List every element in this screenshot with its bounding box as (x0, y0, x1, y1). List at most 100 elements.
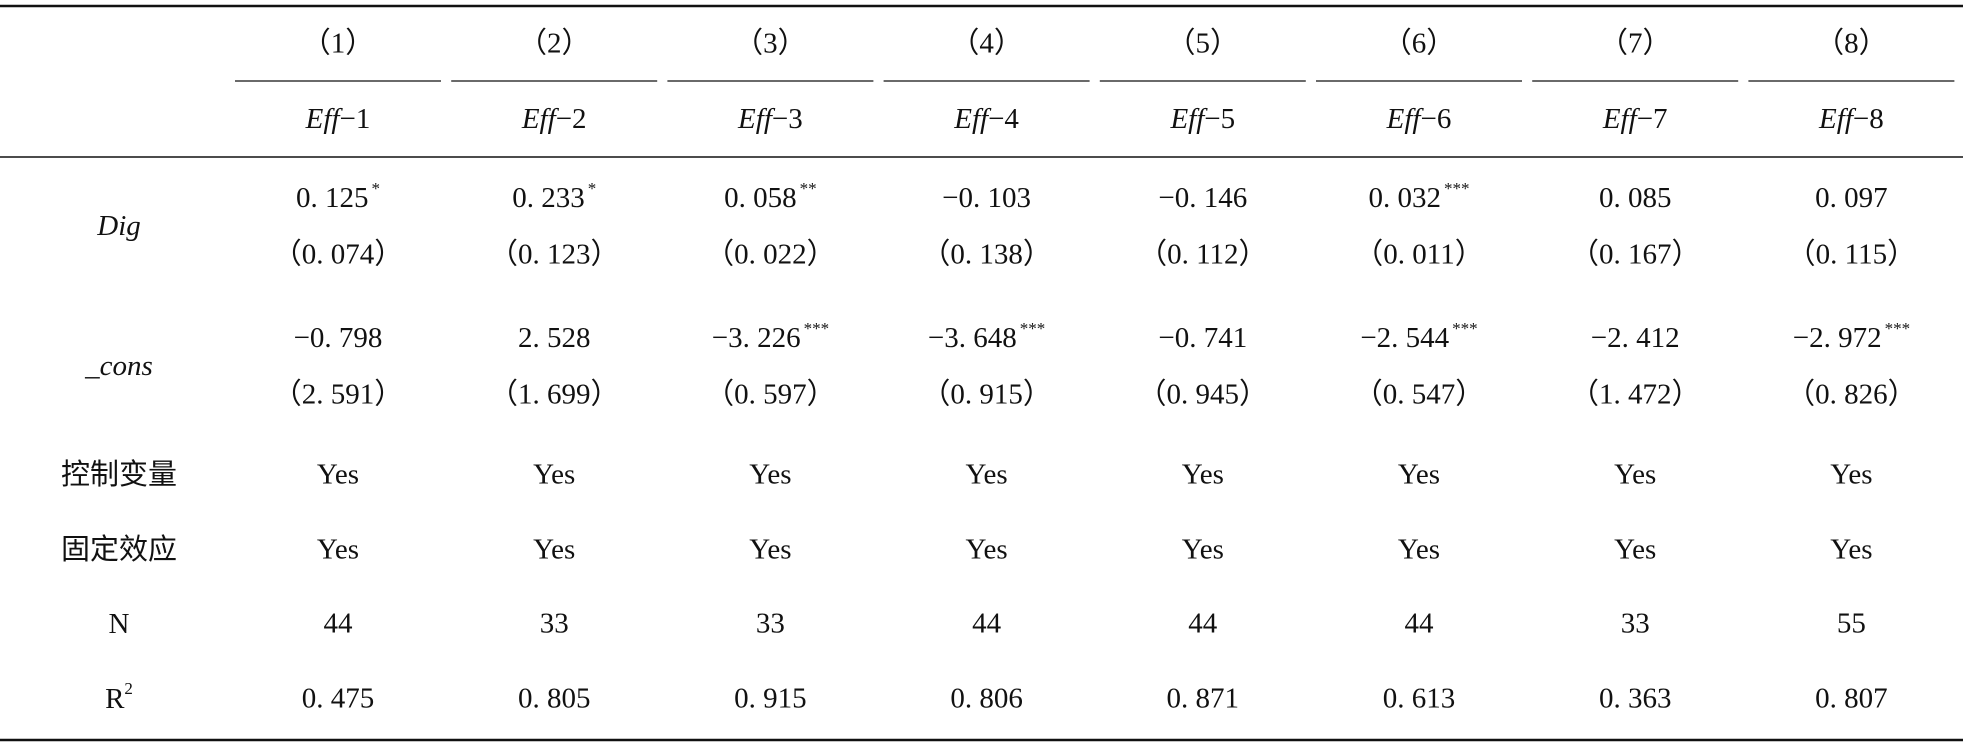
cell-value: Yes (1182, 459, 1224, 491)
coefficient-value: −2. 412 (1591, 322, 1680, 354)
standard-error: （1. 699） (489, 379, 620, 411)
standard-error: （0. 915） (921, 379, 1052, 411)
column-name-italic: Eff (737, 103, 776, 135)
column-name-italic: Eff (305, 103, 344, 135)
standard-error: （0. 945） (1138, 379, 1269, 411)
column-name-suffix: −2 (556, 103, 587, 135)
cell-value: Yes (1614, 459, 1656, 491)
coefficient: 0. 233 * (512, 179, 596, 214)
column-name-italic: Eff (521, 103, 560, 135)
column-name: Eff−7 (1602, 103, 1668, 135)
standard-error: （0. 547） (1354, 379, 1485, 411)
cell-value: Yes (533, 534, 575, 566)
cell-value: 0. 807 (1815, 683, 1888, 715)
significance-stars: *** (1020, 319, 1046, 338)
cell-value: Yes (1182, 534, 1224, 566)
significance-stars: ** (800, 179, 817, 198)
row-label: 固定效应 (61, 533, 177, 566)
column-name: Eff−2 (521, 103, 587, 135)
column-name: Eff−1 (305, 103, 371, 135)
row-label: R2 (105, 679, 133, 715)
coefficient: 0. 125 * (296, 179, 380, 214)
row-label: 控制变量 (61, 458, 177, 491)
coefficient: −3. 226 *** (712, 319, 829, 354)
coefficient: −0. 741 (1158, 322, 1247, 354)
column-number: （2） (518, 28, 591, 60)
cell-value: 44 (1188, 608, 1218, 640)
column-name-italic: Eff (1818, 103, 1857, 135)
coefficient: −0. 146 (1158, 182, 1247, 214)
column-number: （3） (734, 28, 807, 60)
standard-error: （0. 011） (1354, 239, 1483, 271)
coefficient-value: 0. 085 (1599, 182, 1672, 214)
cell-value: Yes (1830, 459, 1872, 491)
cell-value: 44 (324, 608, 354, 640)
coefficient: 0. 097 (1815, 182, 1888, 214)
coefficient-value: −0. 798 (294, 322, 383, 354)
column-name: Eff−5 (1169, 103, 1235, 135)
column-number: （6） (1383, 28, 1456, 60)
column-number: （1） (302, 28, 375, 60)
column-name-suffix: −4 (988, 103, 1019, 135)
cell-value: 33 (1621, 608, 1650, 640)
standard-error: （0. 123） (489, 239, 620, 271)
cell-value: 55 (1837, 608, 1866, 640)
standard-error: （1. 472） (1570, 379, 1701, 411)
coefficient-value: 0. 097 (1815, 182, 1888, 214)
row-label: _cons (84, 350, 153, 382)
cell-value: 33 (756, 608, 785, 640)
cell-value: Yes (1614, 534, 1656, 566)
coefficient: −3. 648 *** (928, 319, 1045, 354)
standard-error: （0. 826） (1786, 379, 1917, 411)
coefficient-value: 0. 032 (1369, 182, 1442, 214)
row-label-text: 固定效应 (61, 533, 177, 566)
column-number: （8） (1815, 28, 1888, 60)
cell-value: 0. 806 (950, 683, 1023, 715)
significance-stars: *** (804, 319, 830, 338)
coefficient: −2. 412 (1591, 322, 1680, 354)
standard-error: （2. 591） (273, 379, 404, 411)
cell-value: Yes (749, 534, 791, 566)
column-name-italic: Eff (953, 103, 992, 135)
significance-stars: * (588, 179, 597, 198)
coefficient: 0. 085 (1599, 182, 1672, 214)
standard-error: （0. 115） (1787, 239, 1916, 271)
cell-value: 0. 915 (734, 683, 807, 715)
coefficient: 2. 528 (518, 322, 591, 354)
significance-stars: *** (1885, 319, 1911, 338)
coefficient-value: −0. 146 (1158, 182, 1247, 214)
cell-value: 0. 613 (1383, 683, 1456, 715)
coefficient-value: −2. 544 (1360, 322, 1449, 354)
cell-value: 0. 475 (302, 683, 375, 715)
row-label: Dig (96, 210, 141, 242)
cell-value: 44 (1405, 608, 1435, 640)
cell-value: Yes (965, 459, 1007, 491)
standard-error: （0. 074） (273, 239, 404, 271)
column-name-suffix: −7 (1637, 103, 1668, 135)
cell-value: 0. 871 (1167, 683, 1240, 715)
cell-value: Yes (533, 459, 575, 491)
coefficient: −0. 798 (294, 322, 383, 354)
column-name-italic: Eff (1169, 103, 1208, 135)
column-name: Eff−4 (953, 103, 1019, 135)
column-name-suffix: −8 (1853, 103, 1884, 135)
row-label-text: R (105, 683, 125, 715)
column-name-suffix: −6 (1420, 103, 1451, 135)
cell-value: 44 (972, 608, 1002, 640)
row-label-text: 控制变量 (61, 458, 177, 491)
standard-error: （0. 167） (1570, 239, 1701, 271)
coefficient-value: −0. 103 (942, 182, 1031, 214)
significance-stars: *** (1452, 319, 1478, 338)
coefficient-value: −3. 226 (712, 322, 801, 354)
cell-value: Yes (1398, 534, 1440, 566)
coefficient: −2. 972 *** (1793, 319, 1910, 354)
cell-value: Yes (1398, 459, 1440, 491)
cell-value: 0. 805 (518, 683, 591, 715)
column-number: （7） (1599, 28, 1672, 60)
standard-error: （0. 138） (921, 239, 1052, 271)
coefficient-value: 0. 058 (724, 182, 797, 214)
cell-value: Yes (317, 459, 359, 491)
coefficient-value: 0. 233 (512, 182, 585, 214)
column-name: Eff−6 (1386, 103, 1452, 135)
